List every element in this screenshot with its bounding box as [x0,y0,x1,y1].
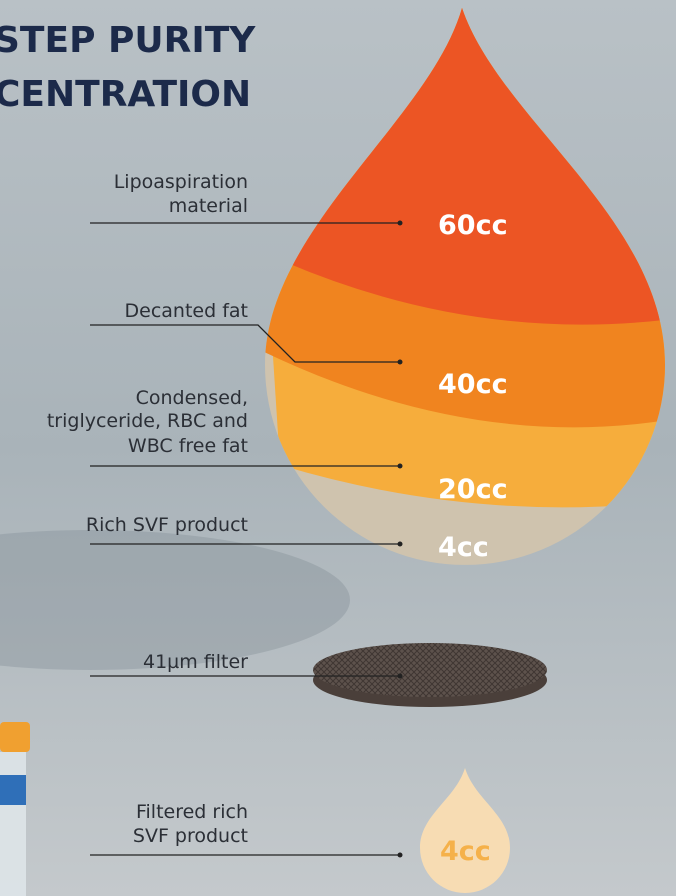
dot [397,541,403,547]
label: SVF product [133,825,248,847]
label: triglyceride, RBC and [47,410,248,432]
volume: 4cc [440,836,491,867]
filter [313,643,547,697]
tube [0,722,30,896]
volume: 40cc [438,369,508,400]
label: material [169,195,248,217]
dot [397,463,403,469]
dot [397,852,403,858]
volume: 20cc [438,474,508,505]
label: Condensed, [136,387,248,409]
title: STEP PURITY [0,20,256,61]
shadow [0,530,350,670]
label: Lipoaspiration [114,171,248,193]
label: 41µm filter [143,651,248,673]
leader-line [90,324,400,363]
dot [397,673,403,679]
dot [397,359,403,365]
label: Filtered rich [136,801,248,823]
title: CENTRATION [0,74,251,115]
volume: 4cc [438,532,489,563]
label: Rich SVF product [86,514,248,536]
dot [397,220,403,226]
label: WBC free fat [128,435,248,457]
label: Decanted fat [125,300,248,322]
volume: 60cc [438,210,508,241]
product-drop [420,768,510,893]
